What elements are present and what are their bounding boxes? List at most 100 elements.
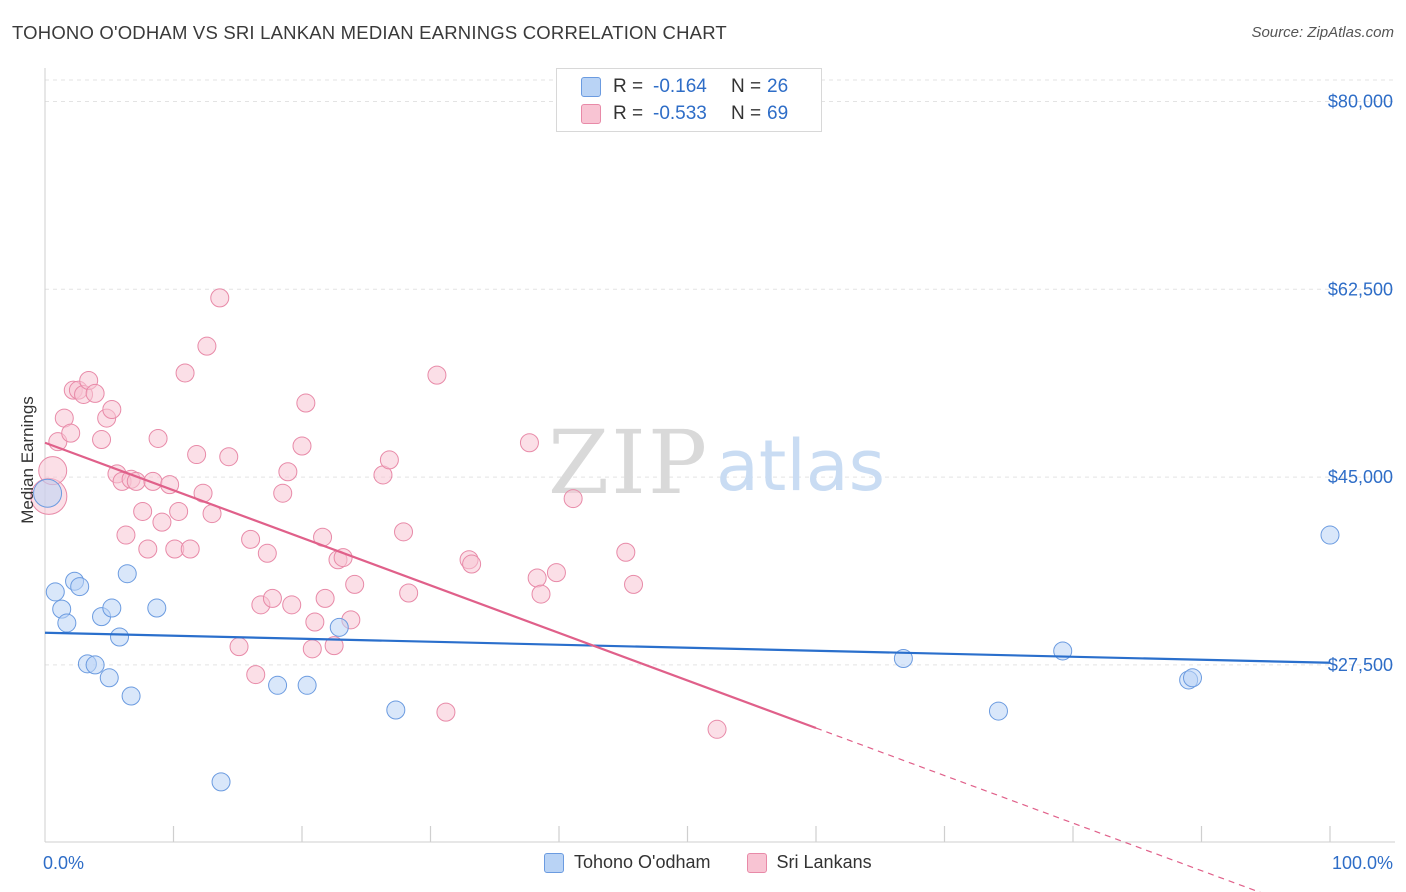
tohono-point [1183, 668, 1203, 688]
srilankan-point [616, 542, 636, 562]
tohono-point [147, 598, 167, 618]
tohono-point [988, 701, 1008, 721]
srilankan-point [148, 428, 168, 448]
srilankan-point [394, 522, 414, 542]
srilankan-trend-line [44, 441, 817, 730]
axes [44, 68, 1395, 843]
chart-title: TOHONO O'ODHAM VS SRI LANKAN MEDIAN EARN… [12, 22, 727, 43]
srilankan-point [399, 583, 419, 603]
srilankan-point [219, 447, 239, 467]
legend-swatch-blue [544, 852, 564, 873]
series-legend: Tohono O'odham Sri Lankans [544, 852, 908, 873]
srilankan-point [273, 483, 293, 503]
legend-item-tohono[interactable]: Tohono O'odham [544, 852, 711, 873]
srilankan-point [85, 383, 105, 403]
srilankan-point [197, 336, 217, 356]
srilankan-point [519, 433, 539, 453]
legend-r-label: R = [613, 76, 644, 97]
srilankan-point [707, 719, 727, 739]
srilankan-point [241, 529, 261, 549]
srilankan-point [531, 584, 551, 604]
source-label: Source: ZipAtlas.com [1251, 24, 1394, 41]
y-tick-labels: $27,500 $45,000 $62,500 $80,000 [1328, 91, 1393, 674]
tohono-point [85, 655, 105, 675]
srilankan-point [563, 489, 583, 509]
tohono-point [211, 772, 231, 792]
srilankan-point [92, 430, 112, 450]
tohono-point [117, 564, 137, 584]
legend-swatch-blue [581, 77, 601, 97]
x-tick-label-start: 0.0% [43, 853, 84, 873]
srilankan-point [138, 539, 158, 559]
legend-n-label: N = [731, 103, 762, 124]
srilankan-point [302, 639, 322, 659]
srilankan-point [169, 501, 189, 521]
srilankan-point [427, 365, 447, 385]
srilankan-point [315, 588, 335, 608]
legend-r-value: -0.164 [653, 76, 707, 97]
legend-swatch-pink [746, 852, 767, 873]
legend-label-tohono: Tohono O'odham [574, 852, 711, 872]
legend-r-value: -0.533 [653, 103, 707, 124]
srilankan-point [305, 612, 325, 632]
tohono-point [121, 686, 141, 706]
grid-lines [45, 79, 1395, 666]
legend-swatch-pink [581, 104, 601, 124]
srilankan-point [229, 637, 249, 657]
srilankan-point [257, 543, 277, 563]
tohono-point [386, 700, 406, 720]
y-tick-label: $62,500 [1328, 279, 1393, 299]
watermark: ZIP atlas [548, 411, 885, 514]
x-tick-labels: 0.0% 100.0% [43, 853, 1393, 873]
trend-lines [44, 441, 1331, 892]
tohono-point [268, 675, 288, 695]
srilankan-point [379, 450, 399, 470]
srilankan-point [210, 288, 230, 308]
y-tick-label: $45,000 [1328, 467, 1393, 487]
stats-legend: R = -0.164 N = 26 R = -0.533 N = 69 [556, 68, 822, 132]
srilankan-point [133, 501, 153, 521]
srilankan-point [527, 568, 547, 588]
srilankan-point [61, 423, 81, 443]
legend-n-value: 69 [767, 103, 789, 124]
legend-item-srilankans[interactable]: Sri Lankans [746, 852, 872, 873]
x-tick-label-end: 100.0% [1332, 853, 1393, 873]
srilankan-point [546, 563, 566, 583]
watermark-atlas: atlas [716, 425, 885, 507]
srilankan-point [624, 574, 644, 594]
legend-label-srilankans: Sri Lankans [776, 852, 872, 872]
tohono-point [99, 668, 119, 688]
tohono-point [110, 627, 130, 647]
legend-row-tohono: R = -0.164 N = 26 [581, 74, 788, 100]
tohono-points [33, 478, 1340, 792]
tohono-point [33, 478, 63, 508]
legend-n-value: 26 [767, 76, 789, 97]
tohono-point [57, 613, 77, 633]
srilankan-point [175, 363, 195, 383]
srilankan-point [282, 595, 302, 615]
legend-n-label: N = [731, 76, 762, 97]
tohono-point [297, 675, 317, 695]
legend-r-label: R = [613, 103, 644, 124]
y-axis-label: Median Earnings [18, 396, 37, 524]
srilankan-point [262, 588, 282, 608]
y-tick-label: $80,000 [1328, 91, 1393, 111]
srilankan-point [180, 539, 200, 559]
tohono-point [70, 577, 90, 597]
tohono-point [1320, 525, 1340, 545]
srilankan-point [187, 445, 207, 465]
srilankan-point [102, 399, 122, 419]
srilankan-point [462, 554, 482, 574]
srilankan-trend-extension [815, 727, 1261, 892]
srilankan-point [116, 525, 136, 545]
srilankan-point [152, 512, 172, 532]
srilankan-point [333, 548, 353, 568]
tohono-trend-line [44, 631, 1331, 664]
srilankan-point [296, 393, 316, 413]
srilankan-point [278, 462, 298, 482]
srilankan-point [324, 636, 344, 656]
srilankan-point [436, 702, 456, 722]
legend-row-srilankans: R = -0.533 N = 69 [581, 101, 788, 127]
srilankan-point [345, 574, 365, 594]
